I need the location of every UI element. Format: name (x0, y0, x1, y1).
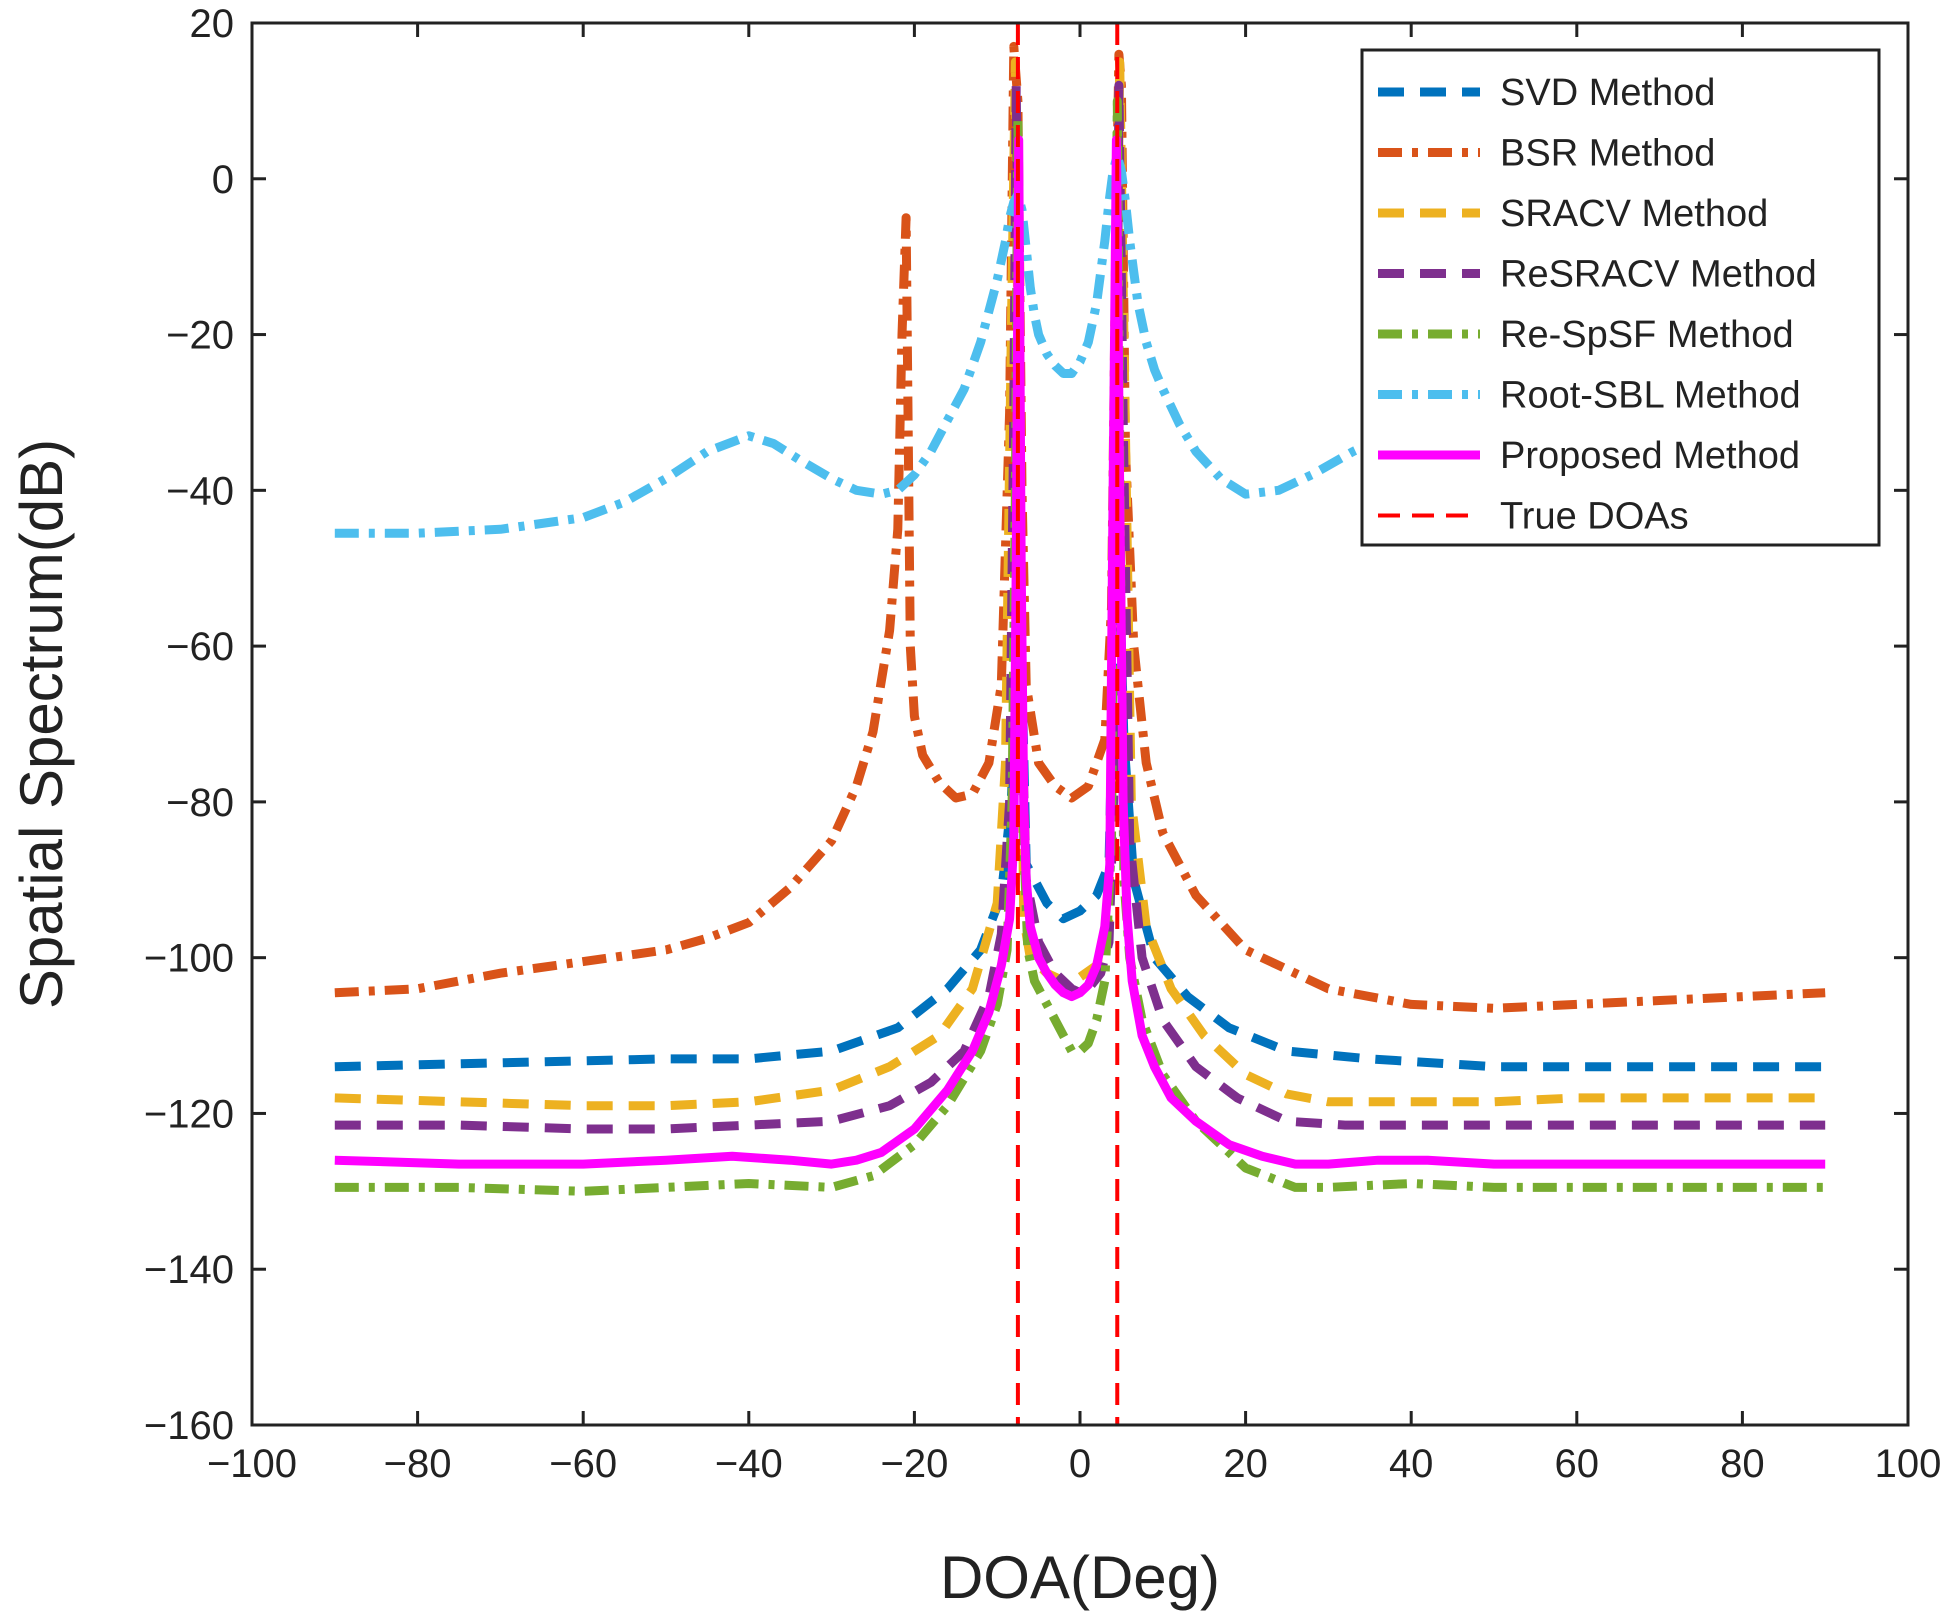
y-axis-ticks: −160 −140 −120 −100 −80 −60 −40 −20 0 20 (144, 2, 1908, 1448)
y-tick-label: −20 (166, 314, 234, 358)
x-tick-label: −60 (549, 1442, 617, 1486)
legend-label-true-doas: True DOAs (1500, 496, 1689, 538)
y-tick-label: −40 (166, 469, 234, 513)
y-tick-label: 0 (212, 158, 234, 202)
legend-label-sracv-method: SRACV Method (1500, 193, 1768, 235)
x-tick-label: 60 (1555, 1442, 1600, 1486)
series-line-proposed-method (334, 135, 1826, 1169)
y-tick-label: −140 (144, 1248, 234, 1292)
y-tick-label: −100 (144, 937, 234, 981)
y-tick-label: −60 (166, 625, 234, 669)
x-tick-label: 40 (1389, 1442, 1434, 1486)
series-line-re-spsf-method (334, 96, 1826, 1196)
legend-label-svd-method: SVD Method (1500, 72, 1715, 114)
legend-label-root-sbl-method: Root-SBL Method (1500, 375, 1801, 417)
x-tick-label: 80 (1720, 1442, 1765, 1486)
legend: SVD Method BSR Method SRACV Method ReSRACV … (1360, 48, 1881, 547)
legend-label-bsr-method: BSR Method (1500, 133, 1715, 175)
series-line-sracv-method (334, 57, 1826, 1111)
legend-box (1360, 48, 1881, 547)
legend-label-re-spsf-method: Re-SpSF Method (1500, 314, 1794, 356)
x-tick-label: −20 (880, 1442, 948, 1486)
legend-label-resracv-method: ReSRACV Method (1500, 254, 1817, 296)
true-doa-lines (1015, 23, 1120, 1425)
y-tick-label: −80 (166, 781, 234, 825)
x-tick-label: −100 (207, 1442, 297, 1486)
x-tick-label: 0 (1069, 1442, 1091, 1486)
series-layer (334, 41, 1826, 1196)
x-tick-label: −80 (384, 1442, 452, 1486)
y-tick-label: −120 (144, 1092, 234, 1136)
y-tick-label: −160 (144, 1404, 234, 1448)
x-axis-title: DOA(Deg) (940, 1544, 1220, 1611)
x-tick-label: 100 (1875, 1442, 1942, 1486)
series-line-root-sbl-method (334, 150, 1389, 538)
series-line-resracv-method (334, 80, 1826, 1134)
x-axis-ticks: −100 −80 −60 −40 −20 0 20 40 60 80 100 (207, 23, 1941, 1486)
x-tick-label: 20 (1223, 1442, 1268, 1486)
legend-label-proposed-method: Proposed Method (1500, 435, 1800, 477)
x-tick-label: −40 (715, 1442, 783, 1486)
y-tick-label: 20 (190, 2, 235, 46)
y-axis-title: Spatial Spectrum(dB) (8, 439, 75, 1009)
series-line-svd-method (334, 485, 1826, 1072)
